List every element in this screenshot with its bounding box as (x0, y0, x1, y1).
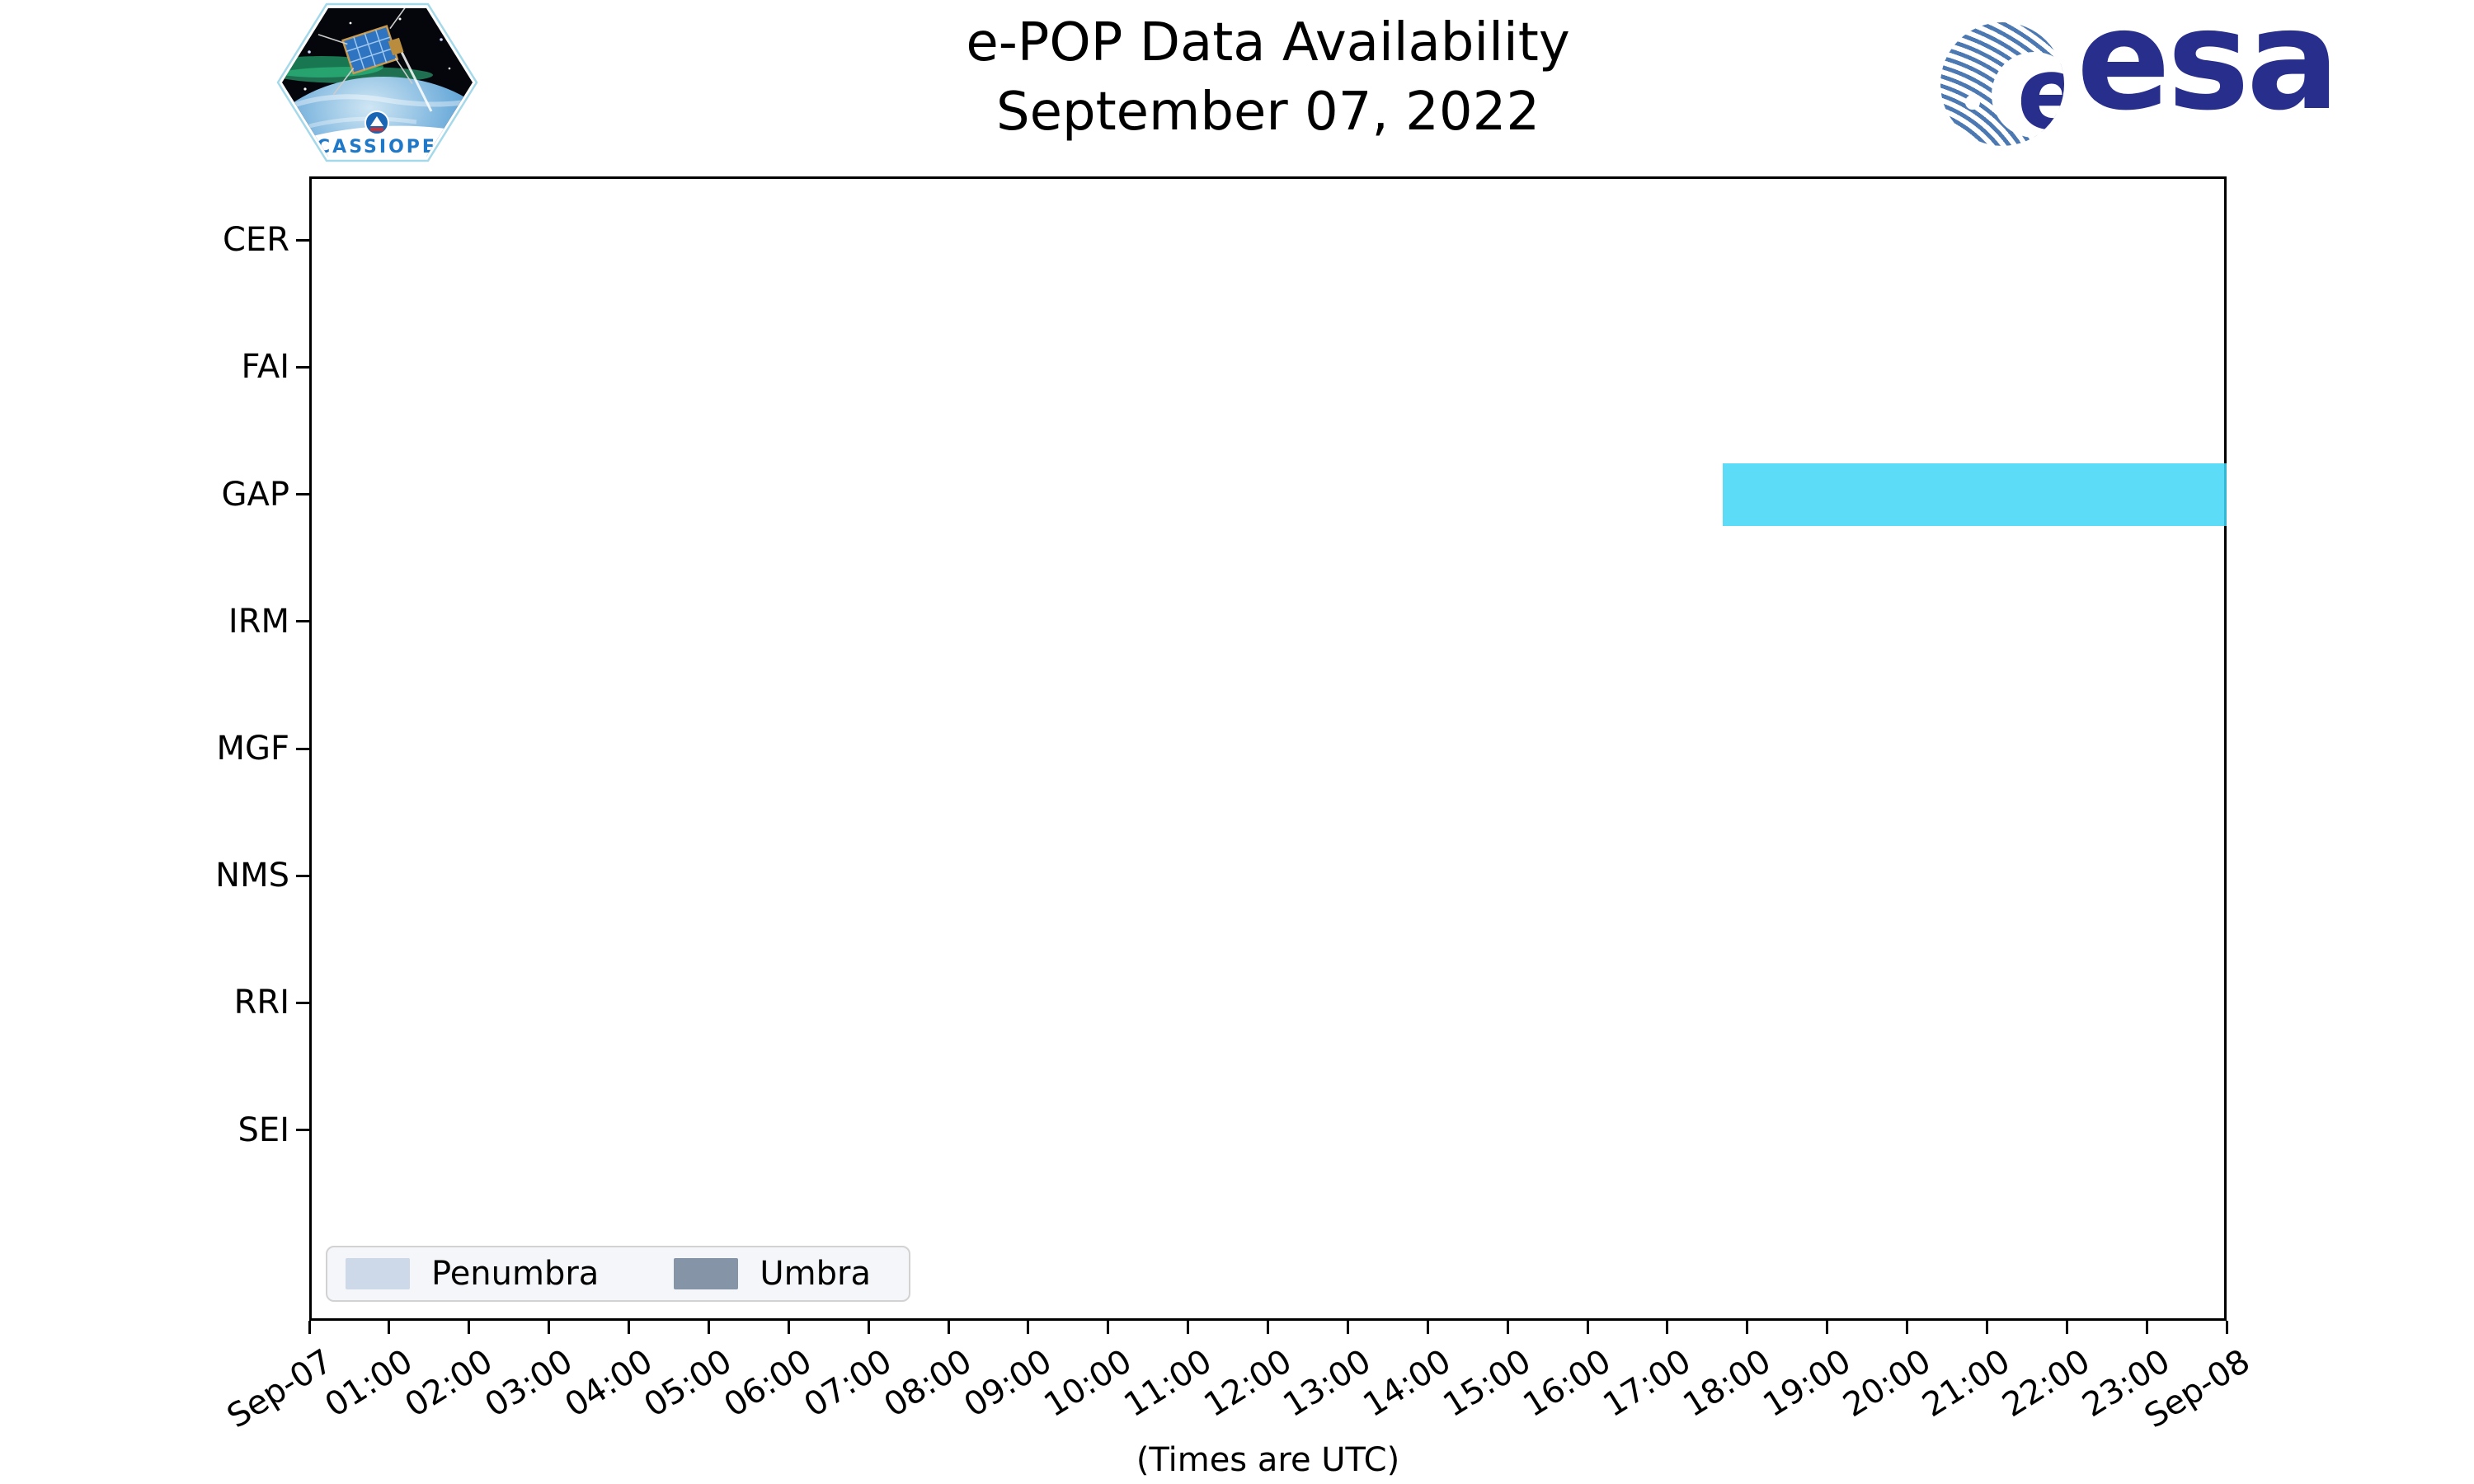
cassiope-mission-patch: CASSIOPE (276, 2, 478, 162)
x-tick (1187, 1321, 1190, 1334)
umbra-label: Umbra (760, 1255, 871, 1293)
x-tick-label: 04:00 (557, 1342, 659, 1425)
x-tick (1586, 1321, 1589, 1334)
cassiope-wordmark: CASSIOPE (317, 137, 437, 157)
esa-logo: e esa (1938, 0, 2340, 161)
esa-wordmark: esa (2077, 0, 2340, 141)
x-tick (1346, 1321, 1349, 1334)
x-tick-label: 19:00 (1756, 1342, 1857, 1425)
x-tick-label: 08:00 (877, 1342, 979, 1425)
legend: Penumbra Umbra (326, 1246, 910, 1302)
y-tick (296, 365, 309, 369)
x-tick (1746, 1321, 1749, 1334)
legend-item-penumbra: Penumbra (346, 1255, 599, 1293)
y-tick-label: CER (223, 221, 289, 260)
x-tick (2145, 1321, 2148, 1334)
y-tick (296, 238, 309, 242)
x-tick-label: 09:00 (957, 1342, 1059, 1425)
umbra-swatch (674, 1258, 739, 1289)
x-tick (707, 1321, 710, 1334)
x-tick (388, 1321, 391, 1334)
y-tick-label: NMS (215, 857, 289, 895)
x-tick (1506, 1321, 1509, 1334)
y-tick-label: GAP (221, 475, 289, 514)
y-tick-label: FAI (241, 348, 290, 387)
x-tick (787, 1321, 790, 1334)
plot-area (309, 176, 2227, 1321)
x-tick (308, 1321, 311, 1334)
y-tick (296, 620, 309, 623)
x-tick-label: 15:00 (1437, 1342, 1538, 1425)
patch-satellite (317, 8, 413, 96)
x-tick (1826, 1321, 1829, 1334)
x-tick (1666, 1321, 1669, 1334)
gap-availability-bar (1722, 463, 2227, 526)
penumbra-label: Penumbra (431, 1255, 600, 1293)
chart-title-block: e-POP Data Availability September 07, 20… (309, 8, 2227, 148)
x-tick-label: 18:00 (1677, 1342, 1778, 1425)
x-tick (1906, 1321, 1908, 1334)
x-tick (2065, 1321, 2068, 1334)
x-tick (1985, 1321, 1988, 1334)
x-tick-label: 20:00 (1836, 1342, 1937, 1425)
x-tick-label: 14:00 (1357, 1342, 1458, 1425)
esa-crescent (1992, 52, 2064, 138)
x-tick-label: 11:00 (1117, 1342, 1218, 1425)
y-tick-label: MGF (216, 730, 289, 768)
x-tick-label: 03:00 (477, 1342, 579, 1425)
y-tick (296, 747, 309, 750)
page-title: e-POP Data Availability (966, 12, 1570, 73)
x-tick-label: Sep-07 (220, 1342, 340, 1436)
esa-e-glyph: e (2016, 35, 2064, 146)
esa-striped-globe: e (1940, 22, 2064, 146)
y-tick (296, 1001, 309, 1004)
penumbra-swatch (346, 1258, 410, 1289)
x-tick-label: 22:00 (1996, 1342, 2097, 1425)
x-tick (2225, 1321, 2228, 1334)
y-tick (296, 493, 309, 496)
esa-white-dot (1965, 95, 1980, 110)
y-tick (296, 874, 309, 877)
x-tick-label: 07:00 (797, 1342, 899, 1425)
x-tick (1027, 1321, 1030, 1334)
patch-swoosh (282, 125, 473, 157)
legend-item-umbra: Umbra (674, 1255, 871, 1293)
x-tick (1426, 1321, 1429, 1334)
x-tick-label: 17:00 (1597, 1342, 1698, 1425)
x-tick-label: 06:00 (717, 1342, 819, 1425)
y-tick (296, 1129, 309, 1132)
x-tick-label: 13:00 (1277, 1342, 1378, 1425)
y-tick-label: SEI (238, 1111, 289, 1149)
y-tick-label: RRI (233, 984, 289, 1022)
x-tick-label: 12:00 (1197, 1342, 1298, 1425)
x-tick-label: 02:00 (398, 1342, 500, 1425)
x-tick (628, 1321, 630, 1334)
patch-beam (397, 45, 433, 112)
x-tick (1267, 1321, 1269, 1334)
x-tick (1107, 1321, 1110, 1334)
page-subtitle: September 07, 2022 (995, 82, 1540, 143)
x-tick (947, 1321, 950, 1334)
y-tick-label: IRM (228, 602, 289, 641)
x-tick (468, 1321, 471, 1334)
x-axis-label: (Times are UTC) (1136, 1441, 1400, 1479)
x-tick (867, 1321, 870, 1334)
x-tick-label: 10:00 (1037, 1342, 1139, 1425)
x-tick-label: 01:00 (318, 1342, 420, 1425)
x-tick (548, 1321, 551, 1334)
x-tick-label: 05:00 (637, 1342, 739, 1425)
x-tick-label: 16:00 (1517, 1342, 1618, 1425)
x-tick-label: 21:00 (1916, 1342, 2017, 1425)
